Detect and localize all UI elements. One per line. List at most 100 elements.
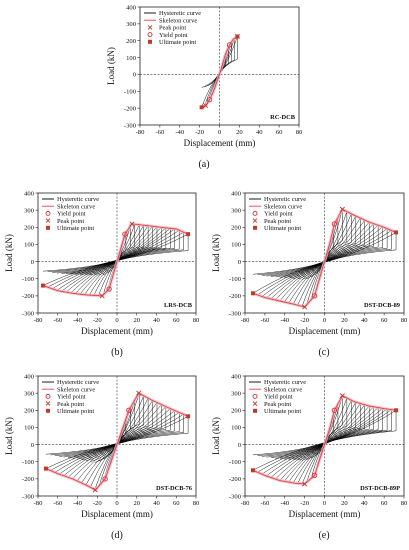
hysteretic-loop <box>201 36 238 108</box>
legend-label: Hysteretic curve <box>264 196 306 203</box>
x-tick-label: 60 <box>276 129 283 136</box>
legend-label: Ultimate point <box>57 408 94 415</box>
y-tick-label: -300 <box>22 493 35 500</box>
x-axis-label: Displacement (mm) <box>289 326 361 336</box>
y-tick-label: -200 <box>229 293 242 300</box>
ultimate-point-marker <box>250 468 255 473</box>
x-tick-label: -80 <box>241 317 250 324</box>
y-tick-label: 300 <box>231 207 242 214</box>
legend-yield-swatch <box>252 393 258 399</box>
hysteretic-loop <box>257 409 392 473</box>
hysteretic-loop <box>301 397 348 484</box>
y-tick-label: -100 <box>124 89 137 96</box>
legend-label: Hysteretic curve <box>57 196 99 203</box>
hysteretic-loop <box>261 408 388 475</box>
hysteretic-loop <box>81 399 153 484</box>
x-tick-label: 20 <box>341 500 348 507</box>
y-tick-label: 400 <box>231 373 242 380</box>
peak-point-marker <box>99 293 105 299</box>
peak-point-marker <box>302 304 308 310</box>
legend-label: Ultimate point <box>264 408 301 415</box>
y-tick-label: -300 <box>22 310 35 317</box>
legend-peak-swatch <box>45 218 51 223</box>
panel-label: (e) <box>318 530 329 541</box>
yield-point-marker <box>126 407 132 413</box>
hysteretic-loop <box>42 233 189 286</box>
yield-point-marker <box>106 286 112 292</box>
y-tick-label: 0 <box>133 72 137 79</box>
yield-point-marker <box>206 97 213 103</box>
chart-panel-5: -80 -60 -40 -20 0 20 40 60 80-300-200-1000100200… <box>211 373 408 541</box>
y-tick-label: 100 <box>24 242 35 249</box>
yield-point-marker <box>311 472 318 479</box>
legend-label: Ultimate point <box>159 39 196 46</box>
legend-label: Peak point <box>264 401 291 408</box>
skeleton-curve <box>252 395 397 485</box>
y-tick-label: 300 <box>126 21 137 28</box>
y-tick-label: 300 <box>231 390 242 397</box>
x-tick-label: -80 <box>34 500 43 507</box>
yield-point-marker <box>102 476 108 482</box>
x-tick-label: 40 <box>361 500 368 507</box>
y-axis-label: Load (kN) <box>4 417 14 455</box>
legend-yield-swatch <box>147 32 153 38</box>
legend-label: Skeleton curve <box>57 203 95 210</box>
hysteretic-loop <box>93 224 140 296</box>
y-tick-label: 0 <box>31 259 35 266</box>
hysteretic-loop <box>98 224 136 296</box>
peak-point-marker <box>339 206 345 212</box>
y-tick-label: -200 <box>124 105 137 112</box>
x-tick-label: 80 <box>193 500 200 507</box>
ultimate-point-marker <box>235 34 240 39</box>
x-tick-label: 40 <box>361 317 368 324</box>
legend-label: Ultimate point <box>57 225 94 232</box>
y-tick-label: -100 <box>229 459 242 466</box>
yield-point-marker <box>331 221 338 227</box>
legend-label: Hysteretic curve <box>159 10 201 17</box>
specimen-label: DST-DCB-76 <box>156 485 193 492</box>
x-tick-label: -60 <box>155 129 164 136</box>
legend-label: Skeleton curve <box>264 386 302 393</box>
peak-point-marker <box>129 221 135 227</box>
peak-point-marker <box>92 487 98 493</box>
peak-point-marker <box>136 390 142 396</box>
x-tick-label: -60 <box>53 500 62 507</box>
hysteretic-loop <box>310 403 339 479</box>
x-tick-label: 0 <box>323 317 327 324</box>
ultimate-point-marker <box>186 414 191 419</box>
legend-peak-swatch <box>252 218 258 223</box>
y-tick-label: 100 <box>126 55 137 62</box>
legend-ultimate-swatch <box>148 39 152 44</box>
legend-ultimate-swatch <box>46 408 50 413</box>
y-tick-label: -200 <box>229 476 242 483</box>
y-tick-label: -200 <box>22 476 35 483</box>
skeleton-curve <box>45 392 189 491</box>
x-tick-label: -20 <box>300 317 309 324</box>
y-axis-label: Load (kN) <box>211 234 221 272</box>
x-tick-label: 20 <box>133 317 140 324</box>
ultimate-point-marker <box>43 466 48 471</box>
y-axis-label: Load (kN) <box>4 234 14 272</box>
x-tick-label: -20 <box>195 129 204 136</box>
legend-label: Hysteretic curve <box>264 379 306 386</box>
legend-label: Skeleton curve <box>159 17 197 24</box>
chart-panel-2: -80 -60 -40 -20 0 20 40 60 80-300-200-1000100200… <box>4 190 200 358</box>
y-tick-label: 200 <box>231 408 242 415</box>
peak-point-marker <box>339 393 345 399</box>
legend-peak-swatch <box>147 25 153 30</box>
x-tick-label: -40 <box>175 129 184 136</box>
y-tick-label: -200 <box>22 293 35 300</box>
legend-ultimate-swatch <box>46 225 50 230</box>
y-tick-label: 0 <box>31 442 35 449</box>
x-tick-label: -80 <box>136 129 145 136</box>
specimen-label: RC-DCB <box>270 114 296 121</box>
x-tick-label: 20 <box>341 317 348 324</box>
legend-label: Yield point <box>57 211 86 218</box>
x-tick-label: -80 <box>34 317 43 324</box>
yield-point-marker <box>311 293 318 299</box>
x-tick-label: -40 <box>73 317 82 324</box>
panel-label: (a) <box>198 159 209 170</box>
specimen-label: DST-DCB-89P <box>360 485 400 492</box>
hysteretic-loop <box>252 232 397 294</box>
